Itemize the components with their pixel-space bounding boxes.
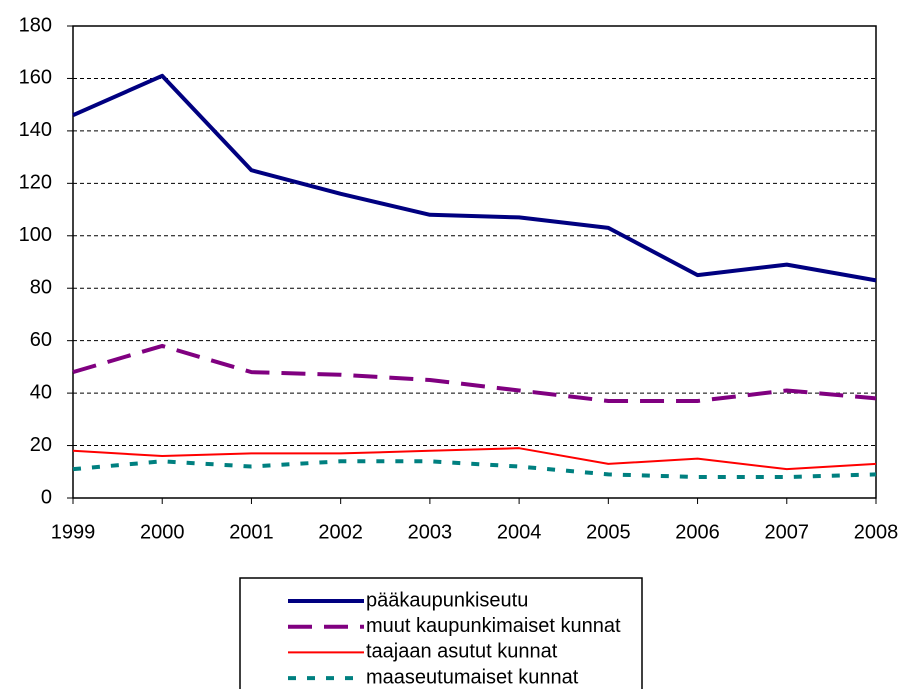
- x-tick-label: 2003: [408, 521, 453, 543]
- data-line: [72, 343, 877, 403]
- legend-label: taajaan asutut kunnat: [366, 641, 558, 663]
- legend-box: [239, 577, 643, 689]
- x-tick-label: 2004: [497, 521, 542, 543]
- y-tick-label: 180: [19, 14, 52, 36]
- x-tick-label: 2008: [854, 521, 899, 543]
- y-tick-label: 120: [19, 172, 52, 194]
- x-tick-label: 1999: [51, 521, 96, 543]
- x-tick-label: 2000: [140, 521, 185, 543]
- legend-label: pääkaupunkiseutu: [366, 589, 528, 611]
- y-tick-label: 0: [41, 486, 52, 508]
- legend-label: maaseutumaiset kunnat: [366, 666, 579, 688]
- plot-frame: [72, 25, 877, 499]
- x-tick-label: 2005: [586, 521, 631, 543]
- y-tick-label: 40: [30, 381, 52, 403]
- x-tick-label: 2001: [229, 521, 274, 543]
- x-tick-label: 2002: [318, 521, 363, 543]
- y-tick-label: 140: [19, 119, 52, 141]
- x-tick-label: 2006: [675, 521, 720, 543]
- x-tick-label: 2007: [765, 521, 810, 543]
- data-line: [72, 459, 877, 480]
- y-tick-label: 100: [19, 224, 52, 246]
- legend-label: muut kaupunkimaiset kunnat: [366, 615, 621, 637]
- y-tick-label: 20: [30, 434, 52, 456]
- y-tick-label: 160: [19, 67, 52, 89]
- data-line: [72, 73, 877, 283]
- data-line: [72, 447, 877, 471]
- y-tick-label: 60: [30, 329, 52, 351]
- y-tick-label: 80: [30, 277, 52, 299]
